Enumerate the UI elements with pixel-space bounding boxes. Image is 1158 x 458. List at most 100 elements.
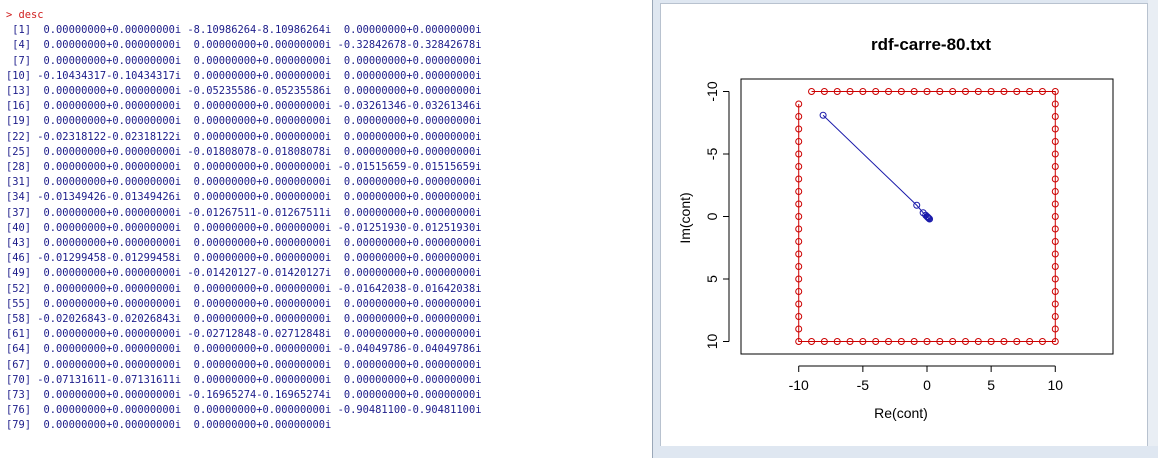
data-point [795,150,803,158]
data-point [1051,263,1059,270]
data-point [1026,338,1034,345]
complex-value: 0.00000000+0.00000000i [331,191,482,204]
data-point [808,88,816,95]
complex-value: 0.00000000+0.00000000i [31,389,182,402]
complex-value: 0.00000000+0.00000000i [181,176,332,189]
data-point [1013,338,1021,345]
row-index: [67] [6,358,32,371]
data-point [924,213,932,221]
data-point [1051,163,1059,170]
complex-value: 0.00000000+0.00000000i [31,54,182,67]
complex-value: 0.00000000+0.00000000i [331,206,482,219]
complex-value: 0.00000000+0.00000000i [181,39,332,52]
x-tick-label: 10 [1047,377,1063,393]
row-index: [4] [6,39,32,52]
row-index: [58] [6,313,32,326]
data-point [936,338,944,345]
complex-value: 0.00000000+0.00000000i [31,39,182,52]
complex-value: 0.00000000+0.00000000i [331,130,482,143]
data-point [1038,88,1046,95]
data-point [1051,238,1059,245]
console-output-row: [58] -0.02026843-0.02026843i 0.00000000+… [6,313,481,325]
complex-value: -0.01515659-0.01515659i [331,161,482,174]
complex-value: 0.00000000+0.00000000i [31,358,182,371]
row-index: [28] [6,161,32,174]
data-point [795,213,803,220]
r-graphics-window[interactable]: rdf-carre-80.txt Re(cont) Im(cont) -10 -5… [652,0,1158,458]
chart-title: rdf-carre-80.txt [871,35,991,54]
complex-value: 0.00000000+0.00000000i [31,100,182,113]
complex-value: 0.00000000+0.00000000i [181,343,332,356]
data-point [795,100,803,108]
complex-value: 0.00000000+0.00000000i [331,24,482,37]
x-tick-label: -10 [789,377,809,393]
data-point [859,88,867,95]
console-output-row: [34] -0.01349426-0.01349426i 0.00000000+… [6,191,481,203]
row-index: [31] [6,176,32,189]
data-point [833,338,841,345]
data-point [1051,300,1059,308]
complex-value: 0.00000000+0.00000000i [181,54,332,67]
data-point [974,338,982,345]
console-output-row: [25] 0.00000000+0.00000000i -0.01808078-… [6,146,481,158]
console-output-row: [61] 0.00000000+0.00000000i -0.02712848-… [6,328,481,340]
complex-value: 0.00000000+0.00000000i [181,252,332,265]
complex-value: 0.00000000+0.00000000i [331,297,482,310]
console-output-row: [73] 0.00000000+0.00000000i -0.16965274-… [6,389,481,401]
complex-value: 0.00000000+0.00000000i [331,176,482,189]
complex-value: -0.01267511-0.01267511i [181,206,332,219]
complex-value: 0.00000000+0.00000000i [331,115,482,128]
data-point [1051,138,1059,145]
complex-value: 0.00000000+0.00000000i [31,176,182,189]
row-index: [22] [6,130,32,143]
console-output-row: [55] 0.00000000+0.00000000i 0.00000000+0… [6,298,481,310]
complex-value: -0.90481100-0.90481100i [331,404,482,417]
data-point [1051,88,1059,95]
data-point [936,88,944,95]
data-point [795,275,803,283]
console-output-row: [37] 0.00000000+0.00000000i -0.01267511-… [6,207,481,219]
complex-value: -0.32842678-0.32842678i [331,39,482,52]
data-point [795,188,803,195]
console-output-row: [64] 0.00000000+0.00000000i 0.00000000+0… [6,343,481,355]
complex-value: 0.00000000+0.00000000i [181,69,332,82]
row-index: [64] [6,343,32,356]
console-output-row: [31] 0.00000000+0.00000000i 0.00000000+0… [6,176,481,188]
data-point [795,288,803,295]
console-output-row: [16] 0.00000000+0.00000000i 0.00000000+0… [6,100,481,112]
console-output-row: [76] 0.00000000+0.00000000i 0.00000000+0… [6,404,481,416]
complex-value: 0.00000000+0.00000000i [31,404,182,417]
complex-value: 0.00000000+0.00000000i [181,115,332,128]
data-point [949,88,957,95]
console-output-row: [52] 0.00000000+0.00000000i 0.00000000+0… [6,283,481,295]
complex-value: -8.10986264-8.10986264i [181,24,332,37]
data-point [1051,175,1059,183]
data-point [1026,88,1034,95]
row-index: [34] [6,191,32,204]
data-point [987,338,995,345]
data-point [1000,338,1008,345]
data-point [1051,313,1059,320]
complex-value: 0.00000000+0.00000000i [31,343,182,356]
console-output-row: [70] -0.07131611-0.07131611i 0.00000000+… [6,374,481,386]
complex-value: 0.00000000+0.00000000i [31,237,182,250]
y-tick-label: -5 [704,148,720,161]
console-output-row: [67] 0.00000000+0.00000000i 0.00000000+0… [6,359,481,371]
plot-area: -10 -5 0 5 10 -10 -5 0 5 10 [704,78,1114,393]
data-point [872,88,880,95]
complex-value: -0.16965274-0.16965274i [181,389,332,402]
graphics-canvas: rdf-carre-80.txt Re(cont) Im(cont) -10 -5… [660,3,1148,447]
complex-value: 0.00000000+0.00000000i [31,206,182,219]
data-point [1000,88,1008,95]
r-console[interactable]: > desc [1] 0.00000000+0.00000000i -8.109… [0,0,652,458]
data-point [872,338,880,345]
data-point [1051,113,1059,120]
complex-value: -0.04049786-0.04049786i [331,343,482,356]
row-index: [13] [6,85,32,98]
row-index: [52] [6,282,32,295]
data-point [846,338,854,345]
data-point [897,88,905,95]
complex-value: 0.00000000+0.00000000i [181,221,332,234]
complex-value: 0.00000000+0.00000000i [181,191,332,204]
complex-value: 0.00000000+0.00000000i [181,404,332,417]
